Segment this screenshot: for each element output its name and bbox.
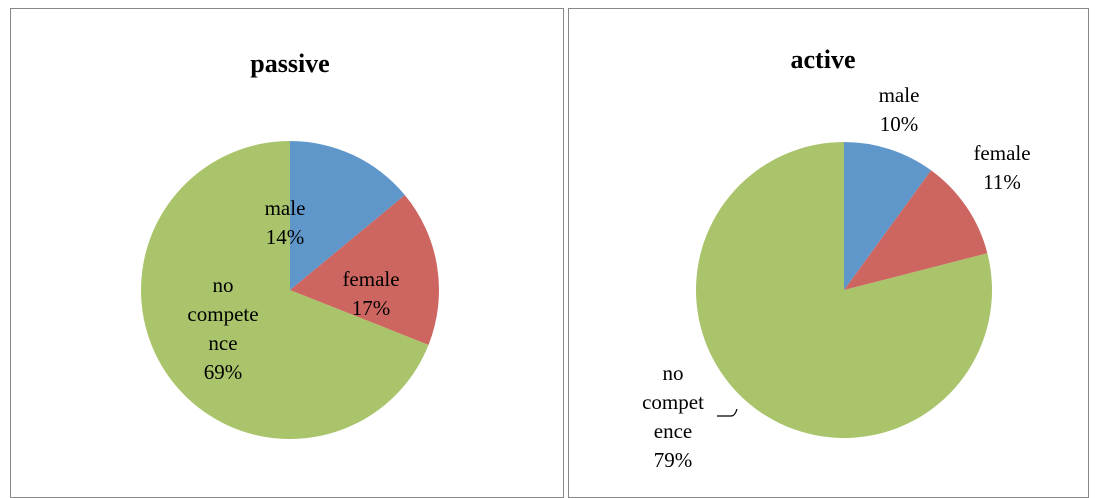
pie-chart	[696, 142, 992, 438]
value-label: 10%	[879, 112, 919, 136]
value-label: 17%	[351, 296, 391, 320]
chart-title: passive	[250, 49, 330, 78]
data-label: female 11%	[962, 139, 1042, 197]
data-label: male 10%	[869, 81, 929, 139]
chart-panel: passive male 14% female 17% no competence 69%	[10, 8, 564, 498]
data-label: female 17%	[331, 265, 411, 323]
category-name: no competence	[642, 361, 704, 443]
pie-slice	[844, 170, 988, 290]
category-name: male	[264, 196, 306, 220]
value-label: 79%	[653, 448, 693, 472]
chart-panel: active male 10% female 11% no competence 79%	[568, 8, 1089, 498]
value-label: 69%	[203, 360, 243, 384]
category-name: male	[878, 83, 920, 107]
pie-slice	[140, 141, 429, 439]
value-label: 14%	[265, 225, 305, 249]
data-label: no competence 79%	[641, 359, 705, 475]
category-name: female	[973, 141, 1031, 165]
value-label: 11%	[983, 170, 1021, 194]
data-label: male 14%	[260, 194, 310, 252]
category-name: female	[342, 267, 400, 291]
pie-chart	[140, 141, 439, 439]
pie-slice	[844, 142, 931, 290]
leader-line	[717, 408, 738, 417]
chart-title: active	[790, 45, 856, 74]
data-label: no competence 69%	[186, 271, 260, 387]
pie-slice	[290, 195, 439, 345]
category-name: no competence	[187, 273, 259, 355]
pie-slice	[290, 141, 405, 290]
